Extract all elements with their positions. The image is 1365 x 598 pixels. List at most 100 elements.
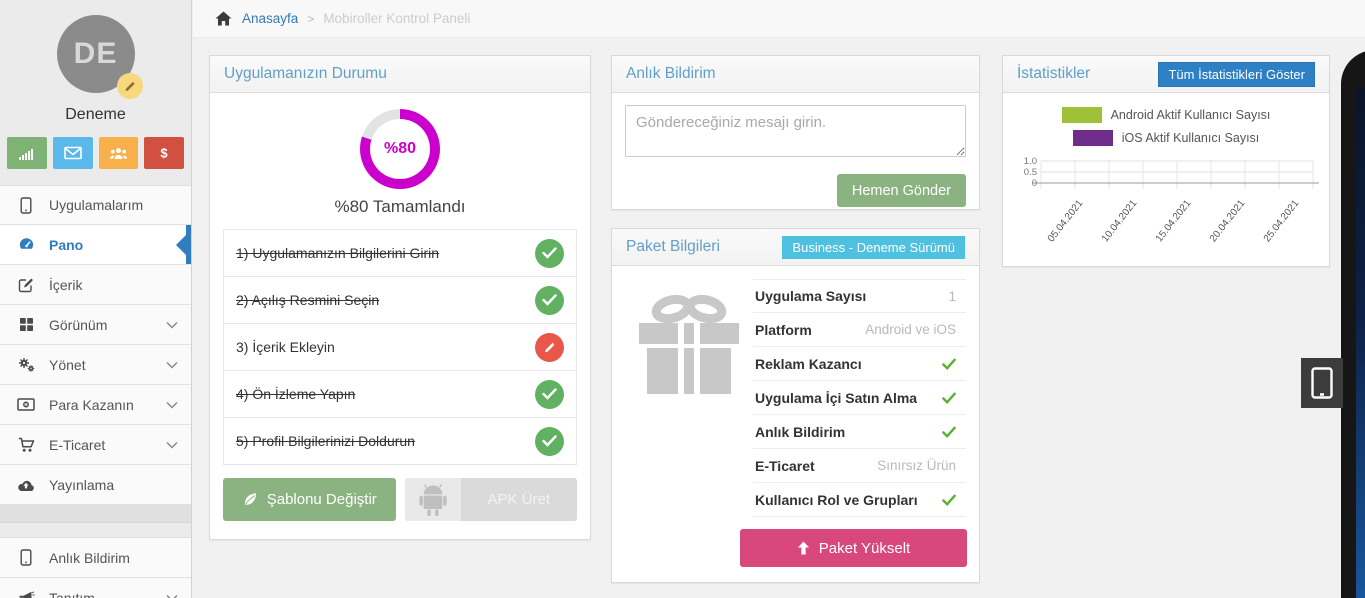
check-icon — [542, 388, 557, 400]
sidebar-item-gorunum[interactable]: Görünüm — [0, 305, 191, 345]
send-now-button[interactable]: Hemen Gönder — [836, 174, 966, 207]
gift-icon — [637, 294, 741, 396]
check-icon — [942, 494, 956, 506]
dashboard-icon — [17, 236, 35, 254]
checklist-item: 5) Profil Bilgilerinizi Doldurun — [223, 417, 577, 465]
sidebar-item-label: Uygulamalarım — [49, 197, 144, 213]
avatar-edit-button[interactable] — [116, 73, 143, 99]
avatar[interactable]: DE — [56, 15, 135, 93]
checklist-item-label: 1) Uygulamanızın Bilgilerini Girin — [236, 245, 440, 261]
sidebar-item-yonet[interactable]: Yönet — [0, 345, 191, 385]
breadcrumb: Anasayfa > Mobiroller Kontrol Paneli — [193, 0, 1365, 38]
legend-swatch-android — [1061, 106, 1102, 123]
messages-button[interactable] — [52, 137, 93, 169]
y-tick-label: 0 — [1032, 178, 1037, 189]
feature-label: Anlık Bildirim — [755, 423, 846, 440]
megaphone-icon — [17, 589, 35, 598]
chevron-down-icon — [166, 401, 178, 409]
upgrade-package-button[interactable]: Paket Yükselt — [740, 529, 967, 567]
checklist-item: 3) İçerik Ekleyin — [223, 323, 577, 371]
feature-value: 1 — [948, 288, 956, 304]
legend-label: iOS Aktif Kullanıcı Sayısı — [1121, 130, 1260, 145]
sidebar-item-e-ticaret[interactable]: E-Ticaret — [0, 425, 191, 465]
users-button[interactable] — [98, 137, 139, 169]
feature-label: Reklam Kazancı — [755, 355, 862, 372]
change-template-button[interactable]: Şablonu Değiştir — [223, 478, 396, 521]
checklist-status-badge[interactable] — [535, 238, 564, 268]
feature-label: Kullanıcı Rol ve Grupları — [755, 491, 918, 508]
x-tick-label: 25.04.2021 — [1262, 198, 1302, 245]
checklist-status-badge[interactable] — [535, 379, 564, 409]
sidebar-item-yayinlama[interactable]: Yayınlama — [0, 465, 191, 505]
checklist-item: 1) Uygulamanızın Bilgilerini Girin — [223, 229, 577, 277]
apk-build-button[interactable]: APK Üret — [404, 478, 577, 521]
table-row: E-Ticaret Sınırsız Ürün — [753, 449, 966, 483]
sidebar-item-label: Görünüm — [49, 316, 108, 333]
sidebar-item-label: Pano — [49, 236, 84, 253]
sidebar-item-label: Para Kazanın — [49, 396, 134, 413]
stats-button[interactable] — [7, 137, 47, 169]
card-title: Paket Bilgileri — [626, 238, 720, 255]
gears-icon — [17, 356, 35, 374]
earnings-button[interactable]: $ — [144, 137, 184, 169]
breadcrumb-home-link[interactable]: Anasayfa — [242, 11, 299, 26]
feature-value: Sınırsız Ürün — [877, 458, 956, 473]
mobile-icon — [17, 549, 35, 567]
cart-icon — [17, 436, 35, 454]
push-card-header: Anlık Bildirim — [612, 56, 979, 93]
show-all-statistics-button[interactable]: Tüm İstatistikleri Göster — [1158, 61, 1315, 87]
sidebar-item-label: İçerik — [49, 276, 83, 293]
phone-preview-toggle-button[interactable] — [1301, 358, 1343, 408]
users-icon — [109, 147, 128, 159]
checklist-item-label: 2) Açılış Resmini Seçin — [236, 292, 380, 308]
x-tick-label: 15.04.2021 — [1154, 198, 1194, 245]
table-row: Reklam Kazancı — [753, 347, 966, 381]
sidebar-item-anlik-bildirim[interactable]: Anlık Bildirim — [0, 538, 191, 578]
home-icon[interactable] — [215, 11, 232, 26]
push-message-input[interactable] — [625, 105, 966, 157]
x-tick-label: 05.04.2021 — [1046, 198, 1086, 245]
checklist-item-label: 5) Profil Bilgilerinizi Doldurun — [236, 433, 415, 449]
card-title: Anlık Bildirim — [626, 65, 716, 82]
user-name: Deneme — [65, 106, 126, 123]
phone-preview-screen — [1356, 88, 1365, 598]
active-users-chart: 1.0 0.5 0 05.04.2021 10.04.2021 15.04.20… — [1024, 156, 1319, 245]
chevron-down-icon — [166, 321, 178, 329]
android-icon — [404, 478, 461, 521]
sidebar-item-para-kazanin[interactable]: 0 Para Kazanın — [0, 385, 191, 425]
sidebar-item-label: Tanıtım — [49, 589, 95, 598]
card-title: Uygulamanızın Durumu — [224, 65, 387, 82]
feature-label: E-Ticaret — [755, 457, 815, 474]
breadcrumb-current: Mobiroller Kontrol Paneli — [323, 11, 471, 26]
y-tick-label: 0.5 — [1024, 167, 1037, 178]
sidebar-item-tanitim[interactable]: Tanıtım — [0, 578, 191, 598]
app-status-card-header: Uygulamanızın Durumu — [210, 56, 590, 93]
check-icon — [942, 392, 956, 404]
legend-label: Android Aktif Kullanıcı Sayısı — [1110, 107, 1271, 122]
dollar-icon: $ — [161, 146, 169, 161]
sidebar-item-icerik[interactable]: İçerik — [0, 265, 191, 305]
statistics-card: İstatistikler Tüm İstatistikleri Göster … — [1002, 55, 1330, 267]
x-tick-label: 20.04.2021 — [1208, 198, 1248, 245]
progress-caption: %80 Tamamlandı — [334, 197, 466, 216]
chart-legend: Android Aktif Kullanıcı Sayısı iOS Aktif… — [1003, 103, 1329, 149]
table-row: Platform Android ve iOS — [753, 313, 966, 347]
check-icon — [542, 247, 557, 259]
y-tick-label: 1.0 — [1024, 156, 1037, 167]
edit-icon — [17, 276, 35, 294]
checklist-status-badge[interactable] — [535, 285, 564, 315]
table-row: Uygulama Sayısı 1 — [753, 279, 966, 313]
legend-item: Android Aktif Kullanıcı Sayısı — [1003, 103, 1329, 126]
checklist-item-label: 4) Ön İzleme Yapın — [236, 386, 356, 402]
feature-label: Uygulama İçi Satın Alma — [755, 389, 918, 406]
chevron-down-icon — [166, 361, 178, 369]
onboarding-checklist: 1) Uygulamanızın Bilgilerini Girin 2) Aç… — [223, 229, 577, 465]
chevron-down-icon — [166, 441, 178, 449]
table-row: Kullanıcı Rol ve Grupları — [753, 483, 966, 517]
check-icon — [942, 358, 956, 370]
sidebar-item-uygulamalarim[interactable]: Uygulamalarım — [0, 185, 191, 225]
checklist-status-badge[interactable] — [535, 426, 564, 456]
checklist-status-badge[interactable] — [535, 332, 564, 362]
sidebar-item-pano[interactable]: Pano — [0, 225, 191, 265]
